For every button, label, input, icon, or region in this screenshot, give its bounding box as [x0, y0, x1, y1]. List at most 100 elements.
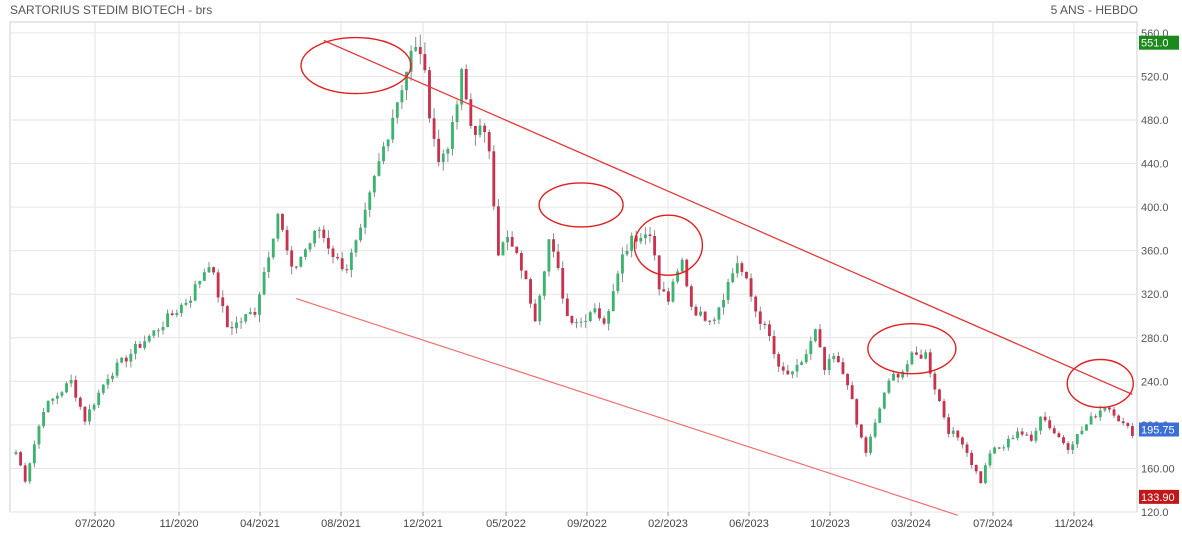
candle-body [1085, 424, 1088, 431]
candle-body [910, 352, 914, 365]
candle-body [726, 282, 730, 300]
candle-body [758, 311, 762, 324]
candle-body [538, 295, 542, 322]
price-tag [1139, 35, 1179, 50]
candle-body [152, 330, 156, 336]
candle-body [1098, 410, 1102, 418]
candle-body [676, 271, 679, 282]
candle-body [924, 352, 928, 359]
candle-body [446, 148, 450, 154]
candle-body [496, 206, 500, 256]
candle-body [1130, 426, 1134, 436]
candle-body [1006, 438, 1010, 448]
y-tick-label: 320.0 [1141, 289, 1169, 301]
candle-body [510, 236, 514, 247]
candle-body [474, 126, 477, 135]
candle-body [983, 465, 987, 484]
candle-body [336, 256, 340, 259]
candle-body [55, 395, 59, 399]
candle-body [405, 71, 408, 91]
candle-body [519, 252, 523, 271]
candle-body [304, 249, 307, 257]
candle-body [469, 99, 473, 127]
candle-body [588, 312, 592, 321]
candle-body [290, 250, 294, 267]
x-tick-label: 07/2020 [75, 518, 115, 530]
candle-body [166, 313, 170, 328]
candle-body [933, 373, 937, 390]
candle-body [14, 452, 18, 455]
candle-body [712, 319, 716, 321]
candle-body [869, 436, 872, 453]
candle-body [441, 153, 445, 163]
candle-body [947, 417, 951, 434]
price-tag-label: 195.75 [1141, 425, 1175, 437]
candle-body [432, 118, 436, 139]
candle-body [1108, 407, 1111, 410]
candle-body [616, 273, 620, 292]
candle-body [850, 385, 854, 400]
candle-body [970, 452, 974, 465]
candle-body [428, 70, 431, 119]
candle-body [372, 175, 376, 193]
y-tick-label: 520.0 [1141, 71, 1169, 83]
y-tick-label: 480.0 [1141, 115, 1169, 127]
x-tick-label: 09/2022 [567, 518, 607, 530]
candle-body [1043, 416, 1047, 421]
candle-body [1002, 447, 1006, 449]
x-tick-label: 11/2024 [1055, 518, 1094, 530]
candle-body [418, 47, 422, 55]
candle-body [547, 239, 551, 272]
candle-body [377, 161, 381, 176]
candle-body [928, 352, 932, 374]
candle-body [621, 254, 624, 274]
candle-body [749, 278, 753, 297]
candle-body [414, 47, 418, 51]
candle-body [1016, 431, 1019, 439]
candle-body [552, 239, 555, 252]
candle-body [42, 412, 45, 427]
candle-body [786, 370, 790, 375]
x-tick-label: 04/2021 [240, 518, 280, 530]
candle-body [882, 392, 886, 409]
candle-body [359, 227, 362, 241]
candle-body [873, 422, 877, 437]
candle-body [106, 378, 110, 385]
x-tick-label: 06/2023 [729, 518, 769, 530]
candle-body [1117, 415, 1121, 422]
price-tag [1139, 489, 1179, 504]
candle-body [189, 300, 193, 303]
candle-body [235, 322, 238, 329]
candle-body [671, 281, 675, 302]
candle-body [579, 321, 583, 323]
annotation-circle [633, 214, 704, 276]
candle-body [134, 343, 137, 354]
candle-body [639, 237, 643, 242]
candle-body [584, 320, 588, 322]
candle-body [717, 307, 721, 320]
candle-body [979, 471, 983, 484]
candle-body [901, 371, 905, 378]
candle-body [115, 362, 119, 376]
candle-body [570, 316, 574, 323]
candle-body [1034, 430, 1038, 441]
candle-body [212, 267, 215, 273]
candle-body [993, 447, 997, 454]
support-trendline [296, 298, 959, 516]
candle-body [836, 356, 840, 363]
candle-body [1126, 423, 1130, 427]
candle-body [244, 314, 248, 322]
candle-body [653, 236, 657, 256]
candle-body [809, 341, 813, 355]
candle-body [345, 269, 349, 271]
candle-body [202, 272, 206, 281]
candle-body [423, 54, 427, 71]
x-tick-label: 12/2021 [403, 518, 443, 530]
candle-body [813, 329, 817, 342]
candle-body [974, 464, 978, 472]
candle-body [386, 139, 390, 147]
candle-body [248, 312, 252, 315]
candle-body [285, 229, 289, 251]
candle-body [276, 213, 280, 239]
candle-body [823, 347, 827, 371]
